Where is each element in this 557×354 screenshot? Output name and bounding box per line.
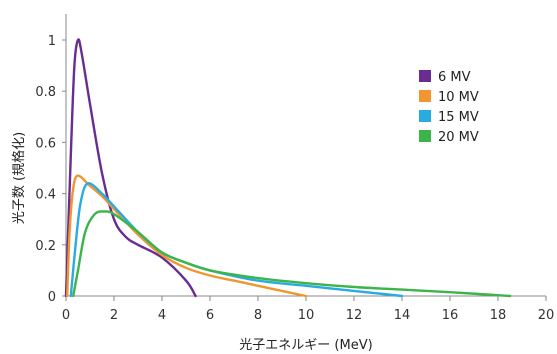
axes [65, 14, 546, 297]
x-tick-label: 18 [490, 308, 507, 323]
x-tick-label: 14 [394, 308, 411, 323]
series-line-2 [66, 174, 308, 298]
x-tick-label: 2 [110, 308, 118, 323]
x-tick-label: 4 [158, 308, 166, 323]
y-tick-label: 0.8 [35, 85, 56, 100]
x-axis-title: 光子エネルギー (MeV) [239, 338, 372, 353]
series-line-4 [72, 210, 512, 298]
x-tick-label: 20 [538, 308, 555, 323]
y-tick-label: 0.6 [35, 136, 56, 151]
x-tick-label: 16 [442, 308, 459, 323]
y-tick-label: 0.4 [35, 188, 56, 203]
legend-swatch [419, 70, 431, 82]
legend-swatch [419, 110, 431, 122]
x-tick-label: 6 [206, 308, 214, 323]
series-line-3 [69, 182, 404, 298]
x-tick-label: 8 [254, 308, 262, 323]
series-line-1 [64, 38, 197, 298]
y-tick-label: 1 [48, 34, 56, 49]
legend-label: 10 MV [438, 90, 479, 105]
x-tick-label: 12 [346, 308, 363, 323]
legend-label: 6 MV [438, 70, 471, 85]
x-tick-label: 10 [298, 308, 315, 323]
y-ticks: 0 0.2 0.4 0.6 0.8 1 [35, 34, 66, 305]
x-tick-label: 0 [62, 308, 70, 323]
legend: 6 MV 10 MV 15 MV 20 MV [419, 70, 479, 145]
y-tick-label: 0 [48, 290, 56, 305]
series-lines [64, 38, 512, 298]
y-tick-label: 0.2 [35, 239, 56, 254]
legend-swatch [419, 90, 431, 102]
legend-label: 20 MV [438, 130, 479, 145]
legend-swatch [419, 130, 431, 142]
legend-label: 15 MV [438, 110, 479, 125]
x-ticks: 0 2 4 6 8 10 12 14 16 18 20 [62, 296, 554, 323]
y-axis-title: 光子数 (規格化) [11, 132, 27, 224]
